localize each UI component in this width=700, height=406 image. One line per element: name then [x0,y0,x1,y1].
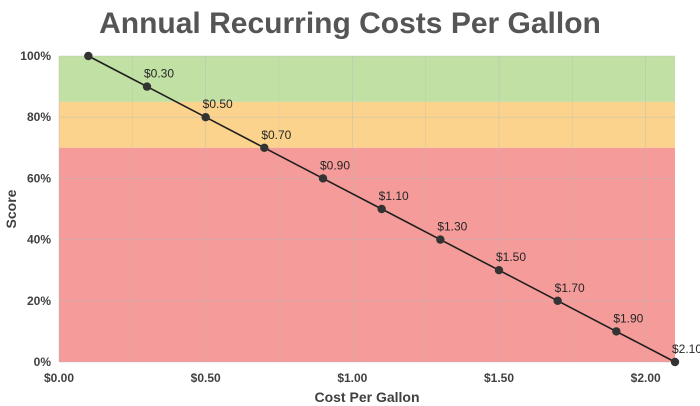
x-tick-label: $2.00 [631,371,661,385]
x-tick-label: $0.00 [44,371,74,385]
data-point [436,235,445,244]
plot-area: 0% 20% 40% 60% 80% 100% $0.00 $0.50 $1.00 $1.50 $2… [20,49,700,385]
data-label: $1.30 [437,220,467,234]
band-1 [59,101,675,148]
data-point [318,174,328,183]
data-point [612,327,621,336]
data-point [553,296,562,305]
data-point [494,266,504,275]
y-tick-label: 60% [27,171,51,185]
data-point [84,51,93,61]
y-tick-label: 20% [27,294,51,308]
data-label: $1.50 [496,250,526,264]
data-label: $1.90 [613,311,643,325]
x-tick-label: $0.50 [191,371,221,385]
y-axis-title: Score [3,189,19,228]
data-point [142,82,152,91]
data-point [670,357,680,367]
data-point [377,204,386,214]
x-tick-label: $1.00 [337,371,367,385]
y-tick-label: 100% [20,49,51,63]
data-label: $0.70 [261,128,291,142]
data-label: $1.10 [379,189,409,203]
data-label: $1.70 [555,281,585,295]
data-label: $0.90 [320,158,350,172]
x-axis-title: Cost Per Gallon [314,389,419,405]
x-tick-label: $1.50 [484,371,514,385]
data-point [260,143,269,152]
data-label: $0.30 [144,67,174,81]
y-tick-label: 40% [27,233,51,247]
data-label: $0.50 [203,97,233,111]
data-point [201,113,210,122]
chart-title: Annual Recurring Costs Per Gallon [99,7,601,40]
y-tick-label: 80% [27,110,51,124]
band-2 [59,147,675,362]
y-tick-label: 0% [34,355,52,369]
data-label: $2.10 [672,342,700,356]
